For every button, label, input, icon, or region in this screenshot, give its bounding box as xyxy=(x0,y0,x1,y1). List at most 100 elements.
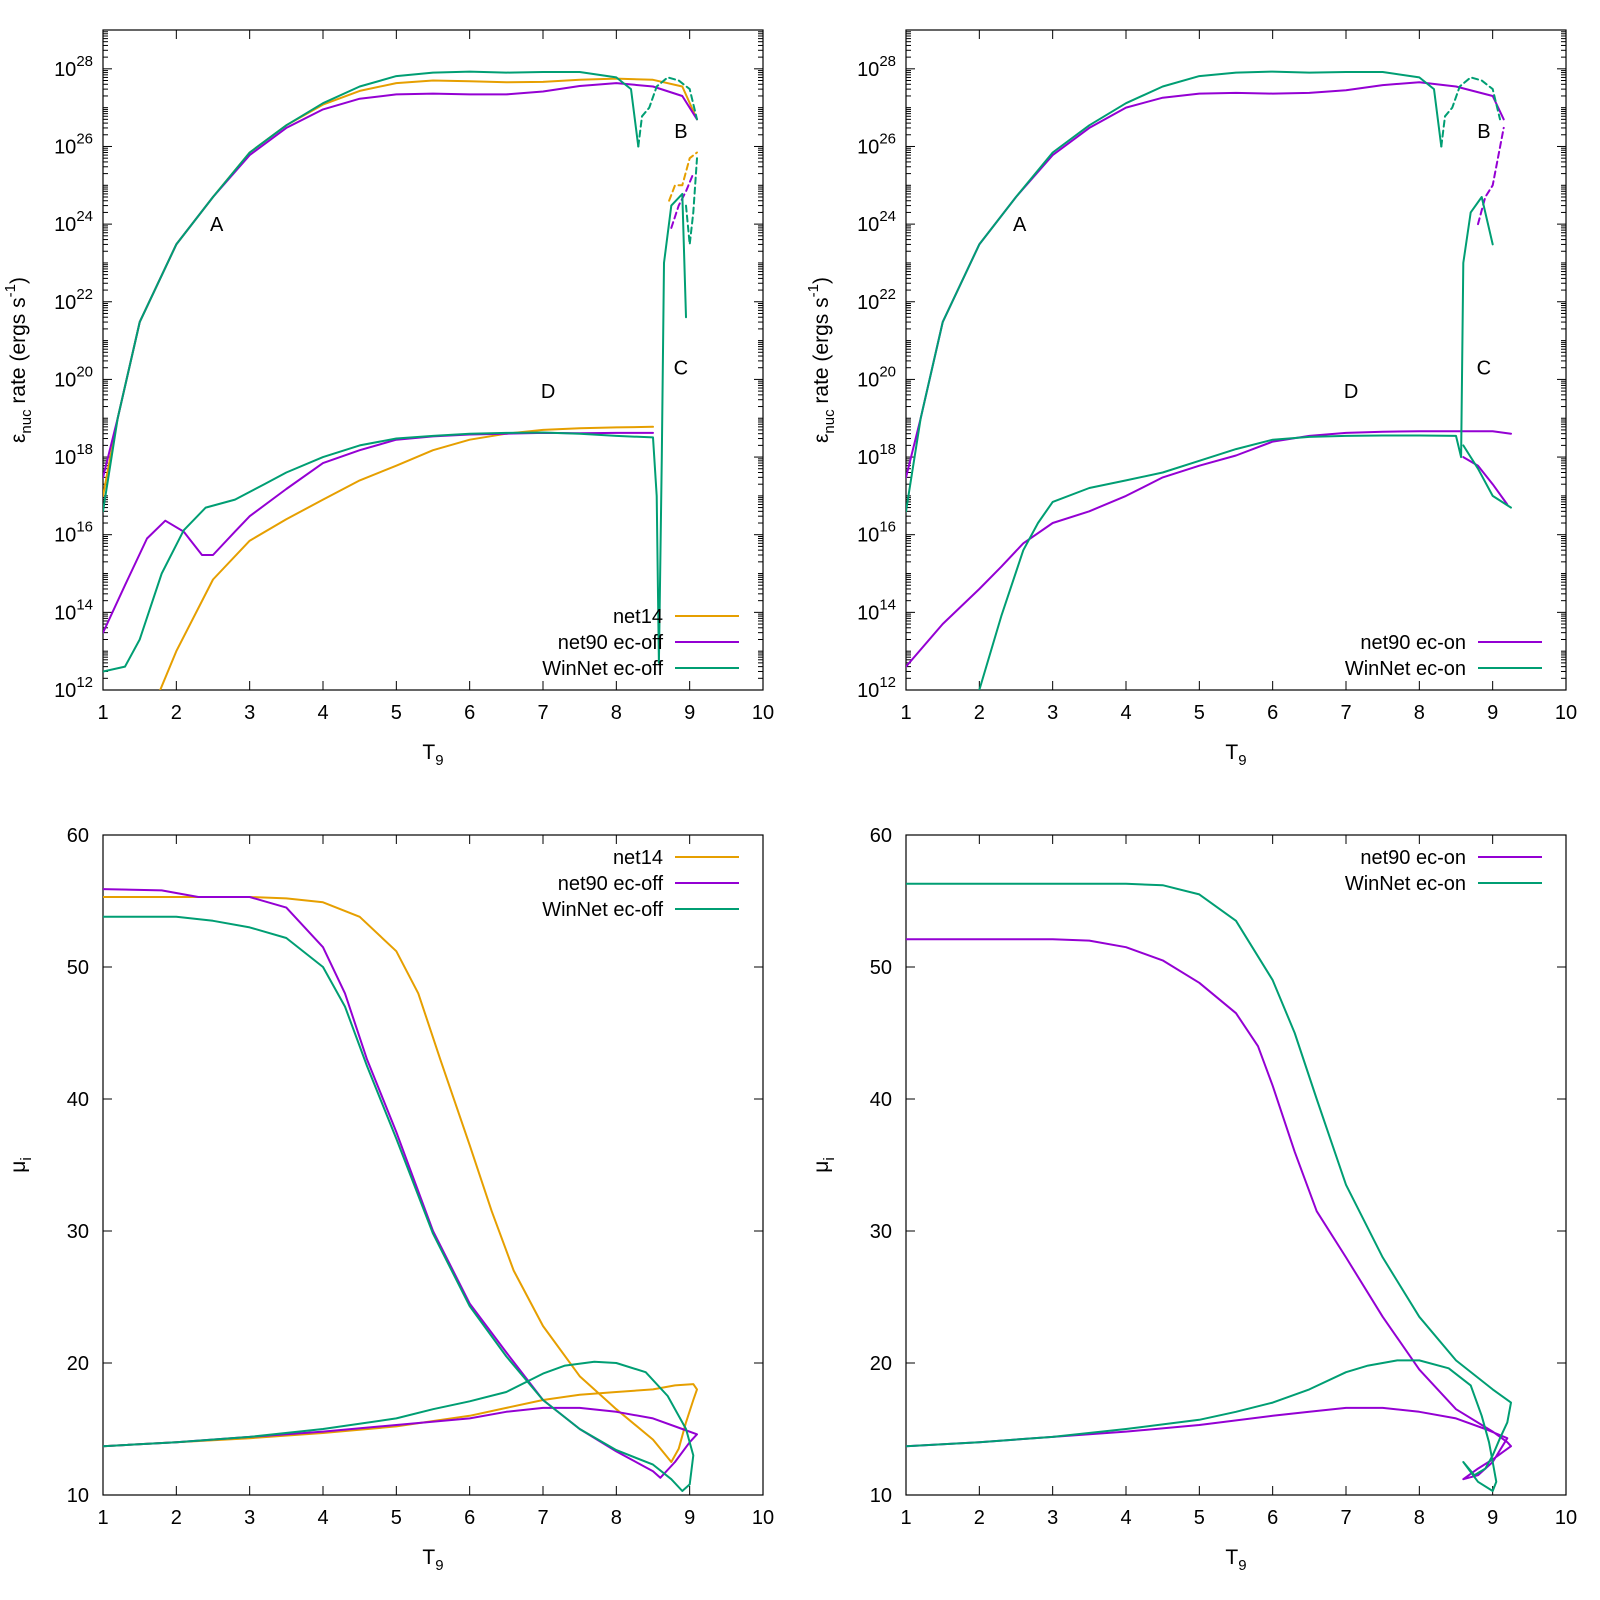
y-tick-base: 10 xyxy=(857,525,879,547)
axes-frame xyxy=(905,834,1567,1496)
x-tick-label: 10 xyxy=(752,702,774,724)
legend: net90 ec-on WinNet ec-on xyxy=(1345,632,1542,680)
series-line xyxy=(685,157,698,246)
y-tick-label: 1024 xyxy=(857,208,896,236)
x-tick-label: 1 xyxy=(97,1507,108,1529)
x-tick-label: 2 xyxy=(171,702,182,724)
series-line xyxy=(906,938,1512,1481)
annotation-label: B xyxy=(674,121,687,143)
panel-top-left: 1 2 3 4 5 6 7 8 9 1010121014101610181020102210241… xyxy=(2,29,774,769)
series-net90-ec-off xyxy=(103,82,698,634)
x-tick-label: 2 xyxy=(974,1507,985,1529)
series-winnet-ec-on xyxy=(906,882,1512,1492)
y-tick-label: 1014 xyxy=(54,596,93,624)
y-tick-base: 10 xyxy=(54,136,76,158)
series-winnet-ec-off xyxy=(103,70,698,673)
x-tick-label: 5 xyxy=(391,1507,402,1529)
y-tick-label: 50 xyxy=(67,957,89,979)
x-tick-label: 2 xyxy=(171,1507,182,1529)
x-tick-label: 6 xyxy=(464,702,475,724)
x-tick-label: 9 xyxy=(684,1507,695,1529)
legend: net90 ec-on WinNet ec-on xyxy=(1345,847,1542,895)
annotation-label: D xyxy=(541,381,555,403)
x-tick-label: 5 xyxy=(1194,1507,1205,1529)
y-tick-label: 1020 xyxy=(857,363,896,391)
x-tick-label: 9 xyxy=(1487,702,1498,724)
legend-label: WinNet ec-on xyxy=(1345,658,1466,680)
series-line xyxy=(906,430,1512,668)
series-line xyxy=(103,431,654,634)
series-net90-ec-on xyxy=(906,938,1512,1481)
y-tick-base: 10 xyxy=(54,680,76,702)
y-tick-label: 1016 xyxy=(857,519,896,547)
y-tick-exponent: 12 xyxy=(879,674,896,691)
y-tick-label: 1022 xyxy=(54,286,93,314)
legend-label: net14 xyxy=(613,606,663,628)
legend: net14 net90 ec-off WinNet ec-off xyxy=(542,847,739,921)
y-tick-label: 30 xyxy=(870,1221,892,1243)
y-tick-label: 1024 xyxy=(54,208,93,236)
y-tick-base: 10 xyxy=(857,369,879,391)
series-winnet-ec-on xyxy=(906,70,1512,690)
series-line xyxy=(1477,126,1505,226)
y-tick-label: 10 xyxy=(870,1485,892,1507)
x-tick-label: 8 xyxy=(1414,1507,1425,1529)
series-line xyxy=(103,888,698,1479)
x-tick-label: 8 xyxy=(611,702,622,724)
series-line xyxy=(978,196,1494,690)
series-net14 xyxy=(103,896,698,1463)
panel-top-right: 1 2 3 4 5 6 7 8 9 1010121014101610181020102210241… xyxy=(805,29,1577,769)
series-net90-ec-on xyxy=(906,81,1512,668)
x-tick-label: 3 xyxy=(1047,1507,1058,1529)
x-tick-label: 1 xyxy=(97,702,108,724)
series-line xyxy=(1462,444,1512,509)
legend-label: WinNet ec-on xyxy=(1345,873,1466,895)
axes-frame xyxy=(905,29,1567,691)
y-tick-exponent: 14 xyxy=(879,596,896,613)
series-line xyxy=(906,70,1443,513)
annotation-label: C xyxy=(674,358,688,380)
y-tick-label: 1012 xyxy=(857,674,896,702)
legend: net14 net90 ec-off WinNet ec-off xyxy=(542,606,739,680)
x-tick-label: 8 xyxy=(611,1507,622,1529)
series-line xyxy=(103,896,698,1463)
x-tick-label: 10 xyxy=(1555,1507,1577,1529)
series-net14 xyxy=(103,77,698,690)
axes-frame xyxy=(102,834,764,1496)
y-tick-label: 1026 xyxy=(54,130,93,158)
annotation-label: A xyxy=(210,214,224,236)
y-tick-label: 1028 xyxy=(54,53,93,81)
x-tick-label: 7 xyxy=(537,1507,548,1529)
y-tick-label: 50 xyxy=(870,957,892,979)
legend-label: net90 ec-on xyxy=(1360,847,1466,869)
legend-label: net90 ec-off xyxy=(558,632,664,654)
series-winnet-ec-off xyxy=(103,915,695,1492)
y-tick-exponent: 24 xyxy=(879,208,896,225)
x-tick-label: 7 xyxy=(1340,1507,1351,1529)
y-tick-label: 20 xyxy=(870,1353,892,1375)
axes-frame xyxy=(102,29,764,691)
x-axis-title: T9 xyxy=(422,741,443,769)
y-axis-title: μi xyxy=(7,1157,35,1172)
series-net90-ec-off xyxy=(103,888,698,1479)
x-tick-label: 2 xyxy=(974,702,985,724)
y-tick-exponent: 28 xyxy=(879,53,896,70)
y-tick-label: 60 xyxy=(67,825,89,847)
y-axis-title: εnuc rate (ergs s-1) xyxy=(805,277,838,443)
y-tick-exponent: 22 xyxy=(879,286,896,303)
y-tick-label: 30 xyxy=(67,1221,89,1243)
y-tick-exponent: 20 xyxy=(879,363,896,380)
x-tick-label: 7 xyxy=(537,702,548,724)
annotation-label: C xyxy=(1477,358,1491,380)
y-tick-exponent: 18 xyxy=(76,441,93,458)
y-tick-label: 10 xyxy=(67,1485,89,1507)
x-tick-label: 4 xyxy=(1120,702,1131,724)
x-tick-label: 4 xyxy=(317,1507,328,1529)
annotation-label: B xyxy=(1477,121,1490,143)
y-tick-label: 20 xyxy=(67,1353,89,1375)
y-tick-label: 40 xyxy=(67,1089,89,1111)
y-tick-exponent: 16 xyxy=(879,519,896,536)
y-tick-exponent: 24 xyxy=(76,208,93,225)
series-line xyxy=(668,151,698,202)
series-line xyxy=(103,82,698,479)
